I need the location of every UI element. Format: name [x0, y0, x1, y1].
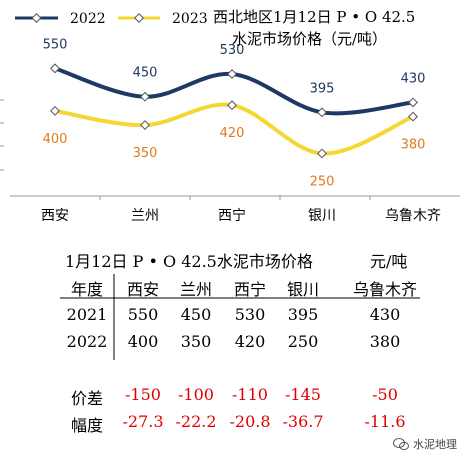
point-2023-3 — [317, 148, 327, 159]
table-header-label: 年度 — [70, 280, 104, 299]
point-2023-0 — [50, 105, 60, 116]
table-cell-0-1: 450 — [180, 305, 212, 324]
table-diff-0: -150 — [125, 385, 161, 404]
table-row-label-0: 2021 — [66, 305, 108, 324]
table-col-header-3: 银川 — [286, 280, 320, 299]
point-2023-4 — [408, 111, 418, 122]
data-label-2023-2: 420 — [220, 126, 245, 141]
price-table: 1月12日 P • O 42.5水泥市场价格 元/吨 年度 西安 兰州 西宁 银川 乌鲁木… — [0, 240, 467, 462]
table-cell-0-3: 395 — [287, 305, 319, 324]
table-pct-2: -20.8 — [229, 412, 271, 431]
x-tick-label-0: 西安 — [41, 208, 69, 224]
table-pct-label: 幅度 — [70, 416, 104, 435]
data-label-2022-3: 395 — [310, 81, 335, 96]
point-2022-3 — [317, 107, 327, 118]
table-pct-3: -36.7 — [282, 412, 324, 431]
point-2022-0 — [50, 63, 60, 74]
watermark: 水泥地理 — [393, 436, 457, 452]
data-label-2023-4: 380 — [401, 138, 426, 153]
point-2023-2 — [227, 100, 237, 111]
table-diff-2: -110 — [232, 385, 268, 404]
data-label-2023-1: 350 — [133, 146, 158, 161]
line-chart: 550 450 530 395 430 400 350 420 250 380 2022 2023 西… — [0, 8, 460, 224]
table-cell-1-0: 400 — [127, 332, 159, 351]
x-tick-label-2: 西宁 — [218, 208, 246, 224]
table-col-header-1: 兰州 — [179, 280, 213, 299]
legend-marker-2022 — [31, 13, 42, 23]
table-diff-3: -145 — [285, 385, 321, 404]
table-cell-1-1: 350 — [180, 332, 212, 351]
data-label-2022-2: 530 — [220, 43, 245, 58]
wechat-icon — [393, 437, 409, 451]
table-unit: 元/吨 — [370, 252, 408, 271]
legend-marker-2023 — [134, 13, 144, 23]
chart-title-line1: 西北地区1月12日 P • O 42.5 — [213, 8, 416, 26]
data-label-2022-0: 550 — [43, 37, 68, 52]
table-row-label-1: 2022 — [66, 332, 108, 351]
point-2022-2 — [227, 69, 237, 79]
table-cell-1-3: 250 — [287, 332, 319, 351]
table-pct-0: -27.3 — [122, 412, 164, 431]
table-diff-label: 价差 — [70, 389, 104, 408]
table-pct-4: -11.6 — [364, 412, 406, 431]
table-diff-1: -100 — [178, 385, 214, 404]
table-diff-4: -50 — [372, 385, 398, 404]
table-col-header-2: 西宁 — [233, 280, 267, 299]
table-cell-0-0: 550 — [127, 305, 159, 324]
table-col-header-4: 乌鲁木齐 — [352, 280, 418, 299]
legend-label-2022: 2022 — [70, 11, 106, 27]
data-label-2023-0: 400 — [43, 132, 68, 147]
table-cell-1-2: 420 — [234, 332, 266, 351]
chart-svg: 550 450 530 395 430 400 350 420 250 380 2022 2023 — [0, 11, 460, 200]
chart-title-line2: 水泥市场价格（元/吨） — [232, 30, 388, 48]
table-cell-1-4: 380 — [369, 332, 401, 351]
table-title: 1月12日 P • O 42.5水泥市场价格 — [65, 252, 313, 271]
legend-label-2023: 2023 — [172, 11, 208, 27]
table-cell-0-2: 530 — [234, 305, 266, 324]
table-cell-0-4: 430 — [369, 305, 401, 324]
table-lines — [60, 274, 420, 360]
watermark-text: 水泥地理 — [413, 438, 457, 451]
data-label-2022-4: 430 — [401, 71, 426, 86]
point-2022-1 — [140, 91, 150, 102]
data-label-2022-1: 450 — [133, 66, 158, 81]
table-pct-1: -22.2 — [175, 412, 217, 431]
table-col-header-0: 西安 — [126, 280, 160, 299]
x-tick-label-3: 银川 — [308, 208, 336, 224]
x-tick-label-4: 乌鲁木齐 — [385, 208, 441, 224]
x-tick-label-1: 兰州 — [131, 208, 159, 224]
point-2023-1 — [140, 120, 150, 131]
data-label-2023-3: 250 — [310, 174, 335, 189]
point-2022-4 — [408, 97, 418, 108]
